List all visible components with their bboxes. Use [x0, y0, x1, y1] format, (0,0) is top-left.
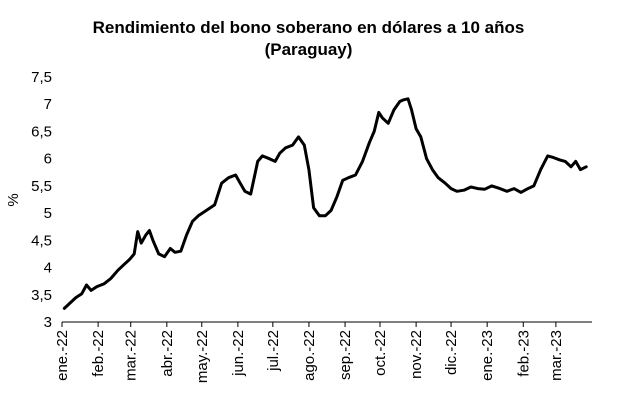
- x-tick-label: may.-22: [194, 330, 211, 383]
- x-tick-label: dic.-22: [443, 330, 460, 375]
- y-tick-label: 4: [44, 260, 52, 277]
- x-axis-ticks: ene.-22 feb.-22 mar.-22 abr.-22 may.-22 jun.-…: [54, 322, 565, 383]
- series-line: [62, 97, 588, 310]
- y-axis-title: %: [5, 193, 22, 206]
- x-tick-label: jul.-22: [265, 330, 282, 372]
- chart-title-line-1: Rendimiento del bono soberano en dólares…: [92, 18, 525, 37]
- x-tick-label: nov.-22: [408, 330, 425, 379]
- y-tick-label: 7: [44, 96, 52, 113]
- x-tick-label: jun.-22: [230, 330, 247, 377]
- y-tick-label: 6: [44, 151, 52, 168]
- y-tick-label: 4,5: [31, 232, 52, 249]
- x-tick-label: feb.-22: [90, 330, 107, 377]
- y-tick-label: 5: [44, 205, 52, 222]
- y-tick-label: 6,5: [31, 123, 52, 140]
- series-group: [62, 97, 588, 310]
- x-tick-label: mar.-22: [123, 330, 140, 381]
- x-tick-label: oct.-22: [372, 330, 389, 376]
- chart-title: Rendimiento del bono soberano en dólares…: [0, 17, 617, 61]
- y-axis-ticks: 3 3,5 4 4,5 5 5,5 6 6,5 7 7,5: [31, 69, 52, 331]
- x-tick-label: ene.-23: [479, 330, 496, 381]
- y-tick-label: 7,5: [31, 69, 52, 86]
- chart-title-line-2: (Paraguay): [264, 40, 353, 59]
- x-tick-label: ago.-22: [301, 330, 318, 381]
- y-tick-label: 3: [44, 314, 52, 331]
- y-tick-label: 3,5: [31, 287, 52, 304]
- y-tick-label: 5,5: [31, 178, 52, 195]
- x-tick-label: mar.-23: [548, 330, 565, 381]
- x-tick-label: sep.-22: [337, 330, 354, 380]
- x-tick-label: ene.-22: [54, 330, 71, 381]
- x-tick-label: abr.-22: [159, 330, 176, 377]
- x-tick-label: feb.-23: [515, 330, 532, 377]
